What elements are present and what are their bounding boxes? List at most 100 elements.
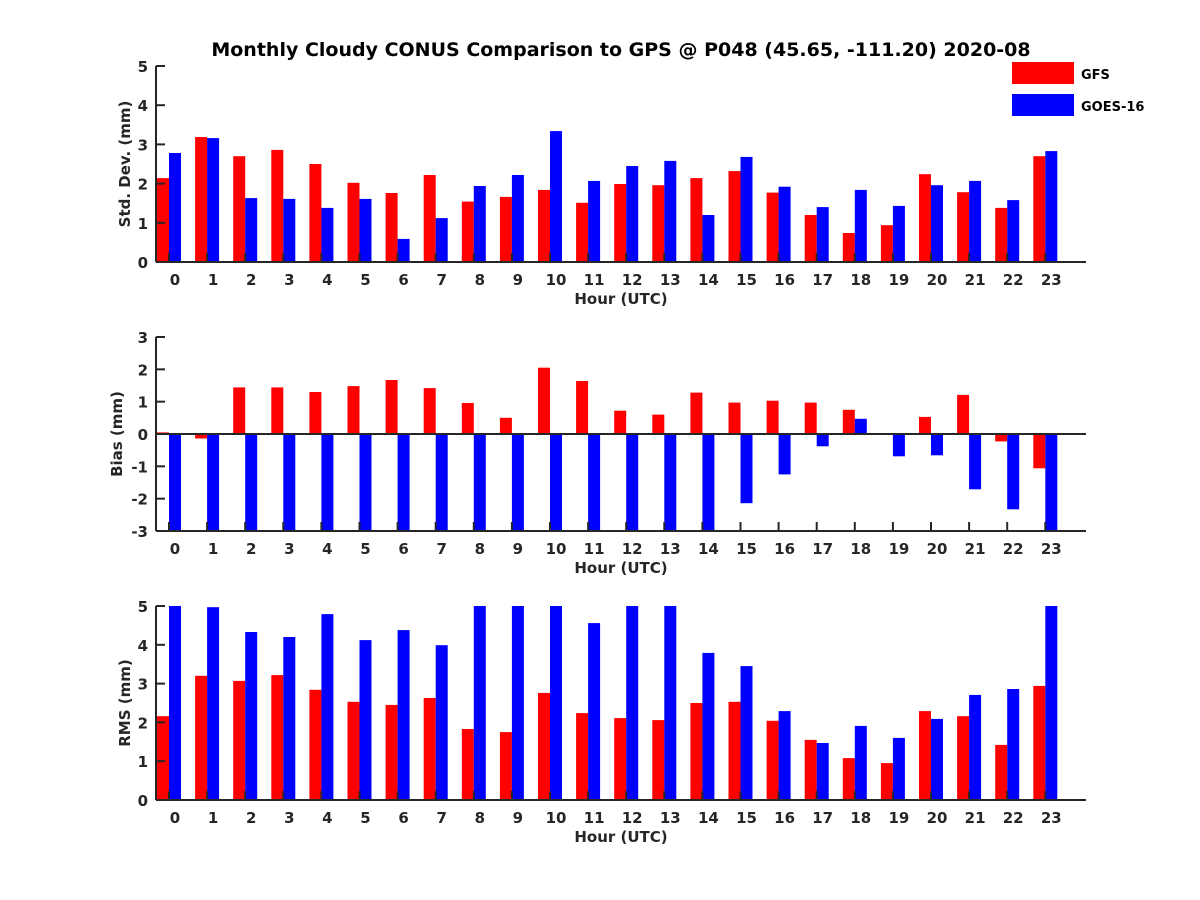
bar-gfs-hour-3 [271, 675, 284, 800]
bar-gfs-hour-20 [919, 711, 931, 800]
x-tick-label: 14 [698, 809, 719, 827]
bar-goes16-hour-4 [321, 614, 334, 800]
bar-goes16-hour-22 [1007, 200, 1020, 262]
x-tick-label: 23 [1041, 540, 1062, 558]
bar-gfs-hour-6 [385, 380, 398, 434]
bar-goes16-hour-19 [892, 205, 905, 262]
x-tick-label: 0 [170, 271, 180, 289]
x-tick-label: 5 [360, 271, 370, 289]
bar-gfs-hour-18 [842, 409, 855, 435]
x-tick-label: 19 [888, 809, 909, 827]
x-tick-label: 20 [927, 809, 948, 827]
bar-gfs-hour-5 [347, 386, 360, 434]
x-tick-label: 12 [622, 271, 643, 289]
y-axis-label: Bias (mm) [108, 391, 126, 477]
bar-goes16-hour-1 [207, 138, 220, 262]
y-tick-label: 5 [138, 598, 148, 616]
legend-swatch-gfs [1012, 62, 1074, 84]
bar-gfs-hour-19 [880, 763, 893, 800]
bar-goes16-hour-20 [931, 718, 943, 800]
x-tick-label: 15 [736, 809, 757, 827]
x-tick-label: 6 [398, 271, 408, 289]
bar-goes16-hour-21 [969, 434, 982, 490]
y-tick-label: 4 [138, 637, 148, 655]
x-tick-label: 3 [284, 271, 294, 289]
legend-label-goes16: GOES-16 [1081, 100, 1144, 115]
bar-goes16-hour-8 [473, 186, 486, 262]
bar-goes16-hour-8 [473, 434, 486, 531]
x-tick-label: 2 [246, 540, 256, 558]
x-tick-label: 6 [398, 540, 408, 558]
bar-gfs-hour-17 [804, 402, 817, 434]
bar-gfs-hour-4 [309, 392, 322, 434]
x-tick-label: 12 [622, 809, 643, 827]
bar-gfs-hour-22 [995, 207, 1008, 262]
x-tick-label: 17 [812, 540, 833, 558]
bar-gfs-hour-2 [233, 387, 246, 434]
bar-gfs-hour-1 [195, 434, 208, 439]
bar-goes16-hour-15 [740, 666, 753, 800]
x-tick-label: 13 [660, 540, 681, 558]
bar-goes16-hour-3 [283, 637, 296, 800]
bar-gfs-hour-13 [652, 185, 665, 262]
bar-gfs-hour-21 [957, 394, 970, 434]
bar-goes16-hour-4 [321, 207, 334, 262]
x-tick-label: 1 [208, 540, 218, 558]
bar-gfs-hour-16 [766, 720, 779, 800]
x-tick-label: 8 [475, 809, 485, 827]
x-tick-label: 2 [246, 809, 256, 827]
bar-goes16-hour-10 [550, 131, 562, 262]
x-tick-label: 22 [1003, 271, 1024, 289]
y-tick-label: 1 [138, 215, 148, 233]
x-tick-label: 3 [284, 809, 294, 827]
y-axis-label: RMS (mm) [116, 659, 134, 746]
x-tick-label: 9 [513, 809, 523, 827]
bar-goes16-hour-8 [473, 606, 486, 800]
bar-gfs-hour-2 [233, 680, 246, 800]
bar-gfs-hour-12 [614, 184, 627, 262]
x-tick-label: 5 [360, 540, 370, 558]
x-tick-label: 11 [584, 271, 605, 289]
bar-goes16-hour-12 [626, 434, 639, 531]
x-tick-label: 18 [850, 540, 871, 558]
y-tick-label: 4 [138, 97, 148, 115]
bar-gfs-hour-22 [995, 744, 1008, 800]
x-tick-label: 16 [774, 271, 795, 289]
x-tick-label: 15 [736, 271, 757, 289]
bar-goes16-hour-21 [969, 180, 982, 262]
x-tick-label: 8 [475, 540, 485, 558]
bar-gfs-hour-17 [804, 739, 817, 800]
figure-title: Monthly Cloudy CONUS Comparison to GPS @… [211, 39, 1030, 61]
bar-goes16-hour-20 [931, 185, 943, 262]
x-tick-label: 9 [513, 540, 523, 558]
bar-gfs-hour-16 [766, 192, 779, 262]
x-tick-label: 4 [322, 271, 332, 289]
y-tick-label: -2 [131, 491, 148, 509]
bar-goes16-hour-17 [816, 207, 829, 262]
bar-goes16-hour-9 [511, 606, 524, 800]
bar-gfs-hour-15 [728, 402, 741, 434]
x-tick-label: 6 [398, 809, 408, 827]
bar-goes16-hour-17 [816, 743, 829, 800]
bar-goes16-hour-13 [664, 160, 677, 262]
x-tick-label: 18 [850, 809, 871, 827]
bar-gfs-hour-11 [576, 713, 589, 800]
bar-gfs-hour-5 [347, 182, 360, 262]
x-tick-label: 12 [622, 540, 643, 558]
bar-goes16-hour-12 [626, 166, 639, 262]
bar-gfs-hour-14 [690, 178, 703, 262]
bar-goes16-hour-14 [702, 652, 715, 800]
bar-gfs-hour-19 [880, 225, 893, 262]
x-tick-label: 20 [927, 540, 948, 558]
x-tick-label: 21 [965, 809, 986, 827]
bar-goes16-hour-7 [435, 218, 448, 262]
bar-gfs-hour-0 [157, 716, 169, 800]
x-tick-label: 19 [888, 540, 909, 558]
bar-gfs-hour-3 [271, 387, 284, 434]
bar-gfs-hour-8 [461, 201, 474, 262]
bar-goes16-hour-22 [1007, 434, 1020, 510]
bar-gfs-hour-11 [576, 202, 589, 262]
x-tick-label: 13 [660, 271, 681, 289]
